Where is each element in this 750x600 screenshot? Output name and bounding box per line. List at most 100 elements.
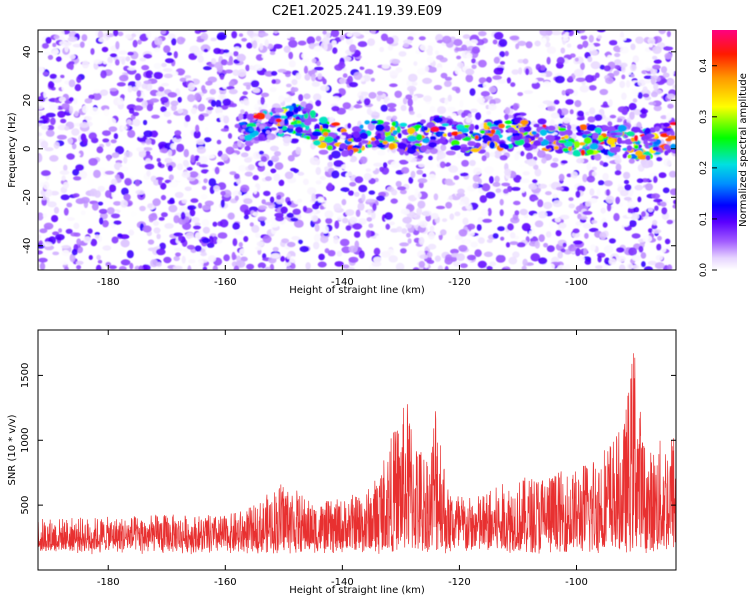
spectrogram-cell: [201, 85, 206, 92]
spectrogram-cell: [174, 191, 184, 199]
spectrogram-cell: [437, 265, 444, 270]
spectrogram-cell: [216, 238, 223, 244]
spectrogram-cell: [623, 179, 630, 185]
spectrogram-cell: [73, 176, 82, 181]
spectrogram-cell: [238, 103, 243, 108]
spectrogram-cell: [311, 214, 319, 222]
spectrogram-cell: [494, 175, 500, 183]
spectrogram-cell: [565, 129, 573, 136]
bottom-y-axis-label: SNR (10 * v/v): [7, 414, 18, 485]
spectrogram-cell: [135, 80, 142, 88]
spectrogram-cell: [530, 78, 539, 84]
spectrogram-cell: [478, 30, 487, 37]
spectrogram-cell: [413, 61, 418, 66]
spectrogram-cell: [212, 236, 218, 245]
spectrogram-cell: [669, 143, 676, 150]
spectrogram-cell: [605, 195, 615, 204]
spectrogram-cell: [262, 235, 272, 244]
bottom-x-tick-label: -160: [214, 577, 237, 588]
spectrogram-cells: [38, 30, 676, 270]
spectrogram-cell: [230, 153, 238, 161]
spectrogram-cell: [252, 175, 259, 181]
spectrogram-cell: [539, 30, 550, 36]
spectrogram-cell: [584, 137, 592, 145]
spectrogram-cell: [604, 257, 610, 265]
spectrogram-cell: [582, 223, 592, 229]
spectrogram-cell: [226, 61, 234, 66]
spectrogram-cell: [38, 234, 42, 240]
spectrogram-cell: [86, 178, 95, 187]
spectrogram-cell: [93, 223, 100, 230]
spectrogram-cell: [523, 125, 532, 133]
spectrogram-cell: [198, 30, 208, 33]
spectrogram-cell: [303, 93, 311, 100]
spectrogram-cell: [188, 259, 196, 264]
spectrogram-cell: [647, 138, 657, 142]
spectrogram-cell: [181, 255, 186, 264]
spectrogram-cell: [439, 161, 446, 169]
spectrogram-cell: [331, 96, 340, 101]
spectrogram-cell: [295, 132, 303, 137]
spectrogram-cell: [390, 198, 398, 204]
spectrogram-cell: [407, 213, 418, 218]
spectrogram-cell: [363, 173, 372, 181]
spectrogram-cell: [258, 136, 264, 141]
spectrogram-cell: [547, 125, 556, 131]
spectrogram-cell: [417, 154, 424, 159]
spectrogram-cell: [553, 99, 560, 105]
spectrogram-cell: [307, 187, 317, 196]
spectrogram-cell: [186, 166, 193, 171]
spectrogram-cell: [453, 175, 460, 180]
spectrogram-cell: [213, 251, 220, 257]
spectrogram-cell: [660, 115, 668, 120]
colorbar-label: Normalized spectral amplitude: [738, 73, 749, 227]
spectrogram-cell: [492, 39, 498, 45]
spectrogram-cell: [106, 207, 115, 215]
spectrogram-cell: [138, 133, 144, 138]
spectrogram-cell: [665, 112, 672, 121]
spectrogram-cell: [663, 122, 670, 128]
spectrogram-cell: [543, 201, 553, 210]
spectrogram-cell: [375, 119, 385, 125]
spectrogram-cell: [477, 216, 484, 224]
spectrogram-cell: [430, 135, 437, 141]
spectrogram-cell: [560, 248, 566, 253]
spectrogram-cell: [302, 111, 307, 115]
spectrogram-cell: [440, 72, 448, 79]
spectrogram-cell: [187, 205, 197, 211]
spectrogram-cell: [74, 110, 79, 117]
spectrogram-cell: [653, 198, 663, 203]
spectrogram-cell: [339, 34, 345, 41]
spectrogram-cell: [519, 208, 528, 216]
spectrogram-cell: [466, 52, 473, 59]
spectrogram-cell: [568, 244, 577, 252]
spectrogram-cell: [407, 98, 414, 107]
spectrogram-cell: [562, 37, 569, 42]
spectrogram-cell: [543, 242, 549, 248]
spectrogram-cell: [608, 238, 616, 244]
spectrogram-cell: [259, 43, 264, 51]
spectrogram-cell: [107, 56, 113, 64]
spectrogram-cell: [391, 115, 398, 121]
spectrogram-cell: [365, 198, 376, 203]
spectrogram-cell: [123, 156, 128, 164]
spectrogram-cell: [416, 169, 424, 175]
bottom-y-tick-label: 1000: [20, 428, 31, 453]
spectrogram-cell: [635, 36, 644, 44]
spectrogram-cell: [637, 79, 646, 87]
spectrogram-cell: [121, 58, 126, 65]
spectrogram-cell: [565, 88, 574, 95]
spectrogram-cell: [55, 234, 65, 241]
spectrogram-cell: [522, 171, 530, 176]
spectrogram-cell: [631, 264, 640, 270]
spectrogram-cell: [132, 119, 141, 127]
spectrogram-cell: [311, 131, 322, 137]
spectrogram-cell: [209, 142, 215, 149]
spectrogram-cell: [449, 213, 455, 220]
spectrogram-cell: [475, 112, 482, 120]
spectrogram-cell: [545, 191, 552, 196]
spectrogram-cell: [115, 41, 120, 50]
spectrogram-cell: [403, 39, 413, 44]
spectrogram-cell: [632, 98, 638, 103]
spectrogram-cell: [497, 226, 505, 232]
